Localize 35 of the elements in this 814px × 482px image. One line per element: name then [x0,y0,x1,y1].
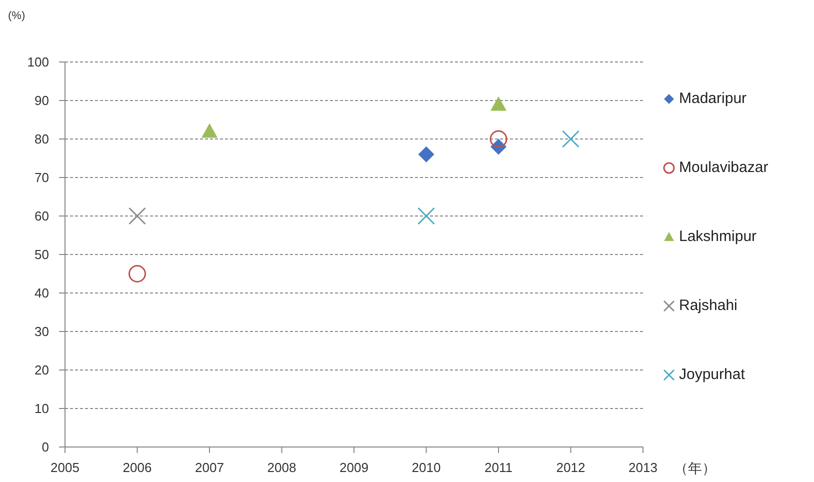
y-tick-label: 60 [34,208,49,224]
x-tick-label: 2005 [50,460,80,476]
y-axis-title: (%) [8,10,26,22]
point [490,130,508,148]
x-tick-label: 2009 [340,460,368,476]
x-tick-label: 2011 [484,460,512,476]
x-tick-label: 2010 [412,460,441,476]
y-tick-label: 100 [27,54,49,70]
y-tick-label: 10 [34,401,49,416]
point [562,130,580,148]
legend-label: Moulavibazar [679,159,768,176]
point [202,123,218,138]
point [418,146,434,162]
y-tick-label: 70 [34,170,49,186]
y-tick-label: 80 [34,132,49,147]
point [128,207,146,225]
y-tick-label: 90 [34,93,49,108]
point [418,207,435,225]
x-tick-label: 2006 [122,460,152,476]
x-axis-title: （年） [674,460,716,478]
y-tick-label: 50 [34,247,49,262]
point [490,96,506,111]
x-tick-label: 2008 [267,460,296,476]
legend-label: Madaripur [679,90,747,107]
y-tick-label: 30 [34,324,49,340]
x-tick-label: 2012 [556,460,586,476]
x-tick-label: 2007 [195,460,224,476]
legend-label: Rajshahi [679,297,738,314]
point [128,265,146,282]
y-tick-label: 40 [34,286,49,301]
x-tick-label: 2013 [628,460,658,476]
legend-label: Lakshmipur [679,228,757,245]
y-tick-label: 20 [34,362,49,378]
y-tick-label: 0 [42,440,49,455]
legend-label: Joypurhat [679,366,745,383]
